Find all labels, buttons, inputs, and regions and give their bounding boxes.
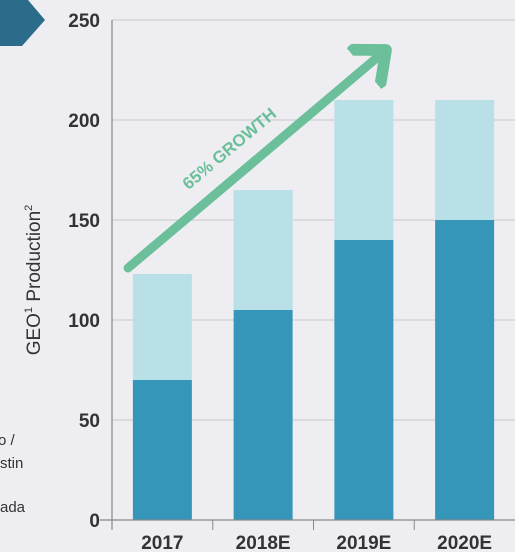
bar-2018e-segment-2 bbox=[233, 190, 293, 310]
bar-2019e-segment-1 bbox=[334, 240, 394, 520]
y-tick-label: 150 bbox=[68, 211, 100, 232]
legend-fragment-1: o / bbox=[0, 432, 16, 449]
badge-shape bbox=[0, 0, 45, 46]
bar-2017-segment-2 bbox=[132, 274, 192, 380]
bar-2017-segment-1 bbox=[132, 380, 192, 520]
y-axis-label: GEO1 Production2 bbox=[23, 205, 45, 356]
legend-fragment-2: stin bbox=[0, 455, 23, 472]
y-tick-label: 100 bbox=[68, 311, 100, 332]
x-tick-label: 2017 bbox=[141, 533, 183, 552]
y-axis-ticks: 0 50 100 150 200 250 bbox=[68, 11, 100, 532]
y-tick-label: 50 bbox=[79, 411, 100, 432]
growth-arrow bbox=[123, 50, 386, 273]
legend-fragment-3: ada bbox=[0, 499, 26, 516]
bar-2018e-segment-1 bbox=[233, 310, 293, 520]
y-tick-label: 0 bbox=[89, 511, 100, 532]
y-tick-label: 250 bbox=[68, 11, 100, 32]
x-tick-label: 2020E bbox=[437, 533, 492, 552]
bar-2020e-segment-1 bbox=[435, 220, 495, 520]
y-tick-label: 200 bbox=[68, 111, 100, 132]
x-tick-label: 2019E bbox=[336, 533, 391, 552]
x-axis-ticks: 2017 2018E 2019E 2020E bbox=[141, 533, 492, 552]
axes bbox=[100, 20, 515, 530]
bars bbox=[132, 100, 495, 520]
bar-2020e-segment-2 bbox=[435, 100, 495, 220]
bar-2019e-segment-2 bbox=[334, 100, 394, 240]
x-tick-label: 2018E bbox=[236, 533, 291, 552]
